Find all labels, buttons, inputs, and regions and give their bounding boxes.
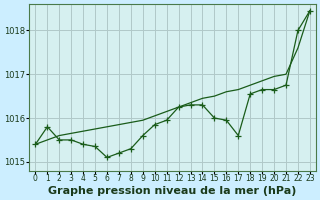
X-axis label: Graphe pression niveau de la mer (hPa): Graphe pression niveau de la mer (hPa) [48, 186, 297, 196]
